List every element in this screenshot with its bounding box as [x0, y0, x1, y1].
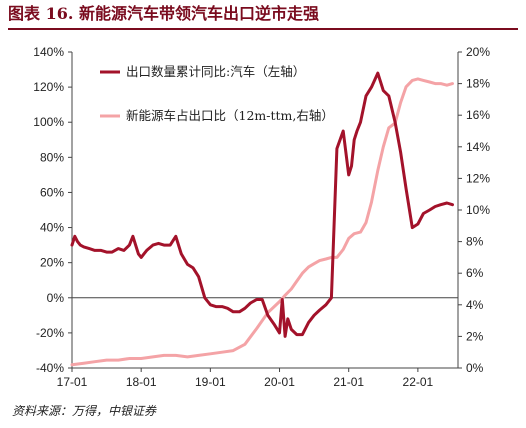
- left-tick-label: 120%: [33, 80, 64, 94]
- left-tick-label: 60%: [40, 185, 64, 199]
- chart-series-layer: [70, 71, 454, 367]
- left-tick-label: -40%: [36, 361, 64, 375]
- left-tick-label: 20%: [40, 256, 64, 270]
- right-tick-label: 16%: [466, 108, 490, 122]
- right-tick-label: 14%: [466, 140, 490, 154]
- x-tick-label: 21-01: [333, 375, 364, 389]
- x-tick-label: 22-01: [403, 375, 434, 389]
- right-tick-label: 18%: [466, 77, 490, 91]
- chart-title: 图表 16. 新能源汽车带领汽车出口逆市走强: [8, 2, 518, 30]
- series-line-nev-share: [70, 77, 454, 367]
- x-tick-label: 19-01: [195, 375, 226, 389]
- legend-label-export-yoy: 出口数量累计同比:汽车（左轴）: [126, 64, 305, 79]
- right-tick-label: 0%: [466, 361, 484, 375]
- left-tick-label: 0%: [47, 291, 65, 305]
- left-tick-label: 140%: [33, 45, 64, 59]
- chart-axes: -40% -20% 0% 20% 40% 60% 80% 100% 120% 140% 0% 2% 4%…: [33, 45, 490, 389]
- right-tick-label: 6%: [466, 266, 484, 280]
- x-tick-label: 18-01: [126, 375, 157, 389]
- left-tick-label: 40%: [40, 221, 64, 235]
- right-tick-label: 4%: [466, 298, 484, 312]
- left-tick-label: 100%: [33, 115, 64, 129]
- source-note: 资料来源：万得，中银证券: [12, 404, 157, 418]
- left-tick-label: 80%: [40, 150, 64, 164]
- chart-legend: 出口数量累计同比:汽车（左轴） 新能源车占出口比（12m-ttm,右轴）: [100, 64, 334, 123]
- x-tick-label: 20-01: [264, 375, 295, 389]
- legend-label-nev-share: 新能源车占出口比（12m-ttm,右轴）: [126, 108, 334, 123]
- right-tick-label: 8%: [466, 235, 484, 249]
- right-tick-label: 10%: [466, 203, 490, 217]
- x-tick-label: 17-01: [57, 375, 88, 389]
- right-tick-label: 12%: [466, 171, 490, 185]
- series-line-export-yoy: [70, 71, 454, 338]
- left-tick-label: -20%: [36, 326, 64, 340]
- right-tick-label: 2%: [466, 329, 484, 343]
- right-tick-label: 20%: [466, 45, 490, 59]
